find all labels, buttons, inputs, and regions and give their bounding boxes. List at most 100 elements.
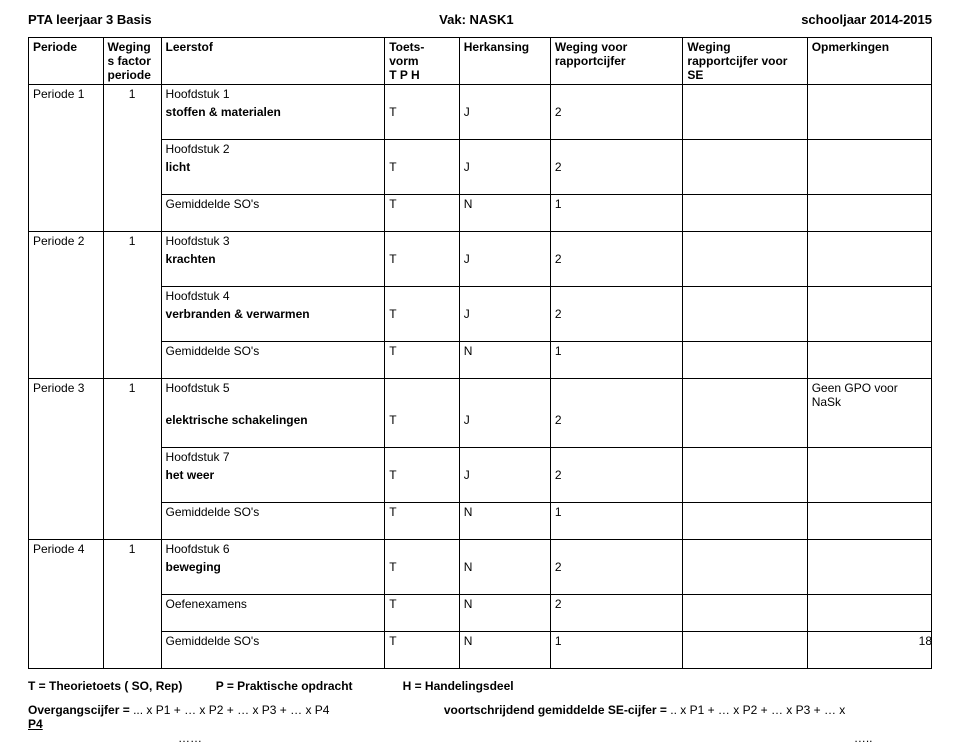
cell-leerstof-title: Hoofdstuk 2 [161,140,385,159]
cell-factor: 1 [103,540,161,669]
footer-line2: Overgangscijfer = ... x P1 + … x P2 + … … [28,703,932,745]
table-row [29,650,932,669]
cell-wse [683,466,807,484]
col-weging: Weging s factor periode [103,38,161,85]
cell-wse [683,342,807,361]
cell-spacer [807,121,931,140]
page-header: PTA leerjaar 3 Basis Vak: NASK1 schoolja… [28,12,932,27]
table-row: verbranden & verwarmenTJ2 [29,305,932,323]
table-row: Hoofdstuk 2 [29,140,932,159]
cell-spacer [683,521,807,540]
col-toets-l1: Toets- [389,40,424,54]
cell-leerstof-title: Gemiddelde SO's [161,503,385,522]
cell-leerstof-title: Gemiddelde SO's [161,195,385,214]
cell-spacer [550,650,683,669]
cell-spacer [385,613,460,632]
cell-empty [459,448,550,467]
cell-spacer [683,576,807,595]
cell-spacer [161,121,385,140]
cell-toets: T [385,195,460,214]
cell-wse [683,411,807,429]
cell-spacer [683,360,807,379]
cell-wvr: 2 [550,466,683,484]
cell-empty [550,140,683,159]
cell-toets: T [385,632,460,651]
cell-spacer [550,613,683,632]
table-row: Periode 21Hoofdstuk 3 [29,232,932,251]
cell-leerstof-sub: krachten [161,250,385,268]
table-row: Periode 31Hoofdstuk 5Geen GPO voor NaSk [29,379,932,412]
cell-spacer [550,213,683,232]
cell-wvr: 1 [550,503,683,522]
cell-empty [683,379,807,412]
col-opm: Opmerkingen [807,38,931,85]
cell-spacer [683,429,807,448]
cell-toets: T [385,558,460,576]
cell-empty [807,540,931,559]
cell-leerstof-sub: stoffen & materialen [161,103,385,121]
table-row: het weerTJ2 [29,466,932,484]
cell-spacer [550,484,683,503]
cell-leerstof-title: Hoofdstuk 3 [161,232,385,251]
cell-opm [807,342,931,361]
cell-spacer [161,176,385,195]
table-row [29,613,932,632]
cell-periode: Periode 4 [29,540,104,669]
cell-wvr: 1 [550,632,683,651]
cell-spacer [807,360,931,379]
cell-toets: T [385,250,460,268]
cell-empty [459,379,550,412]
col-toets-l3: T P H [389,68,419,82]
col-toets-l2: vorm [389,54,418,68]
cell-wse [683,503,807,522]
cell-leerstof-sub: verbranden & verwarmen [161,305,385,323]
cell-spacer [683,613,807,632]
cell-wvr: 2 [550,558,683,576]
cell-spacer [550,176,683,195]
cell-empty [385,85,460,104]
col-wvr: Weging voor rapportcijfer [550,38,683,85]
cell-toets: T [385,103,460,121]
cell-wvr: 2 [550,250,683,268]
header-center-value: NASK1 [470,12,514,27]
col-toets: Toets- vorm T P H [385,38,460,85]
cell-spacer [161,650,385,669]
cell-spacer [807,213,931,232]
cell-periode: Periode 3 [29,379,104,540]
cell-spacer [550,429,683,448]
table-row: krachtenTJ2 [29,250,932,268]
cell-herk: N [459,558,550,576]
cell-empty [459,232,550,251]
table-header-row: Periode Weging s factor periode Leerstof… [29,38,932,85]
table-row: Hoofdstuk 7 [29,448,932,467]
cell-wse [683,305,807,323]
cell-spacer [550,268,683,287]
cell-spacer [161,429,385,448]
cell-spacer [459,176,550,195]
cell-spacer [459,484,550,503]
cell-spacer [161,521,385,540]
footer-t: T = Theorietoets ( SO, Rep) [28,679,182,693]
table-row: Gemiddelde SO'sTN1 [29,342,932,361]
cell-spacer [550,576,683,595]
cell-empty [550,85,683,104]
cell-spacer [385,323,460,342]
overgang-formula: ... x P1 + … x P2 + … x P3 + … x P4 [133,703,329,717]
cell-wvr: 2 [550,595,683,614]
cell-opm [807,411,931,429]
footer-dots-left: …… [28,731,202,745]
cell-leerstof-sub: het weer [161,466,385,484]
cell-empty [459,140,550,159]
table-row [29,268,932,287]
col-wse: Weging rapportcijfer voor SE [683,38,807,85]
cell-leerstof-title: Gemiddelde SO's [161,632,385,651]
table-row [29,521,932,540]
cell-toets: T [385,595,460,614]
cell-spacer [807,613,931,632]
cell-wse [683,632,807,651]
cell-spacer [459,429,550,448]
cell-wse [683,195,807,214]
cell-leerstof-title: Hoofdstuk 7 [161,448,385,467]
cell-spacer [459,121,550,140]
table-row [29,429,932,448]
